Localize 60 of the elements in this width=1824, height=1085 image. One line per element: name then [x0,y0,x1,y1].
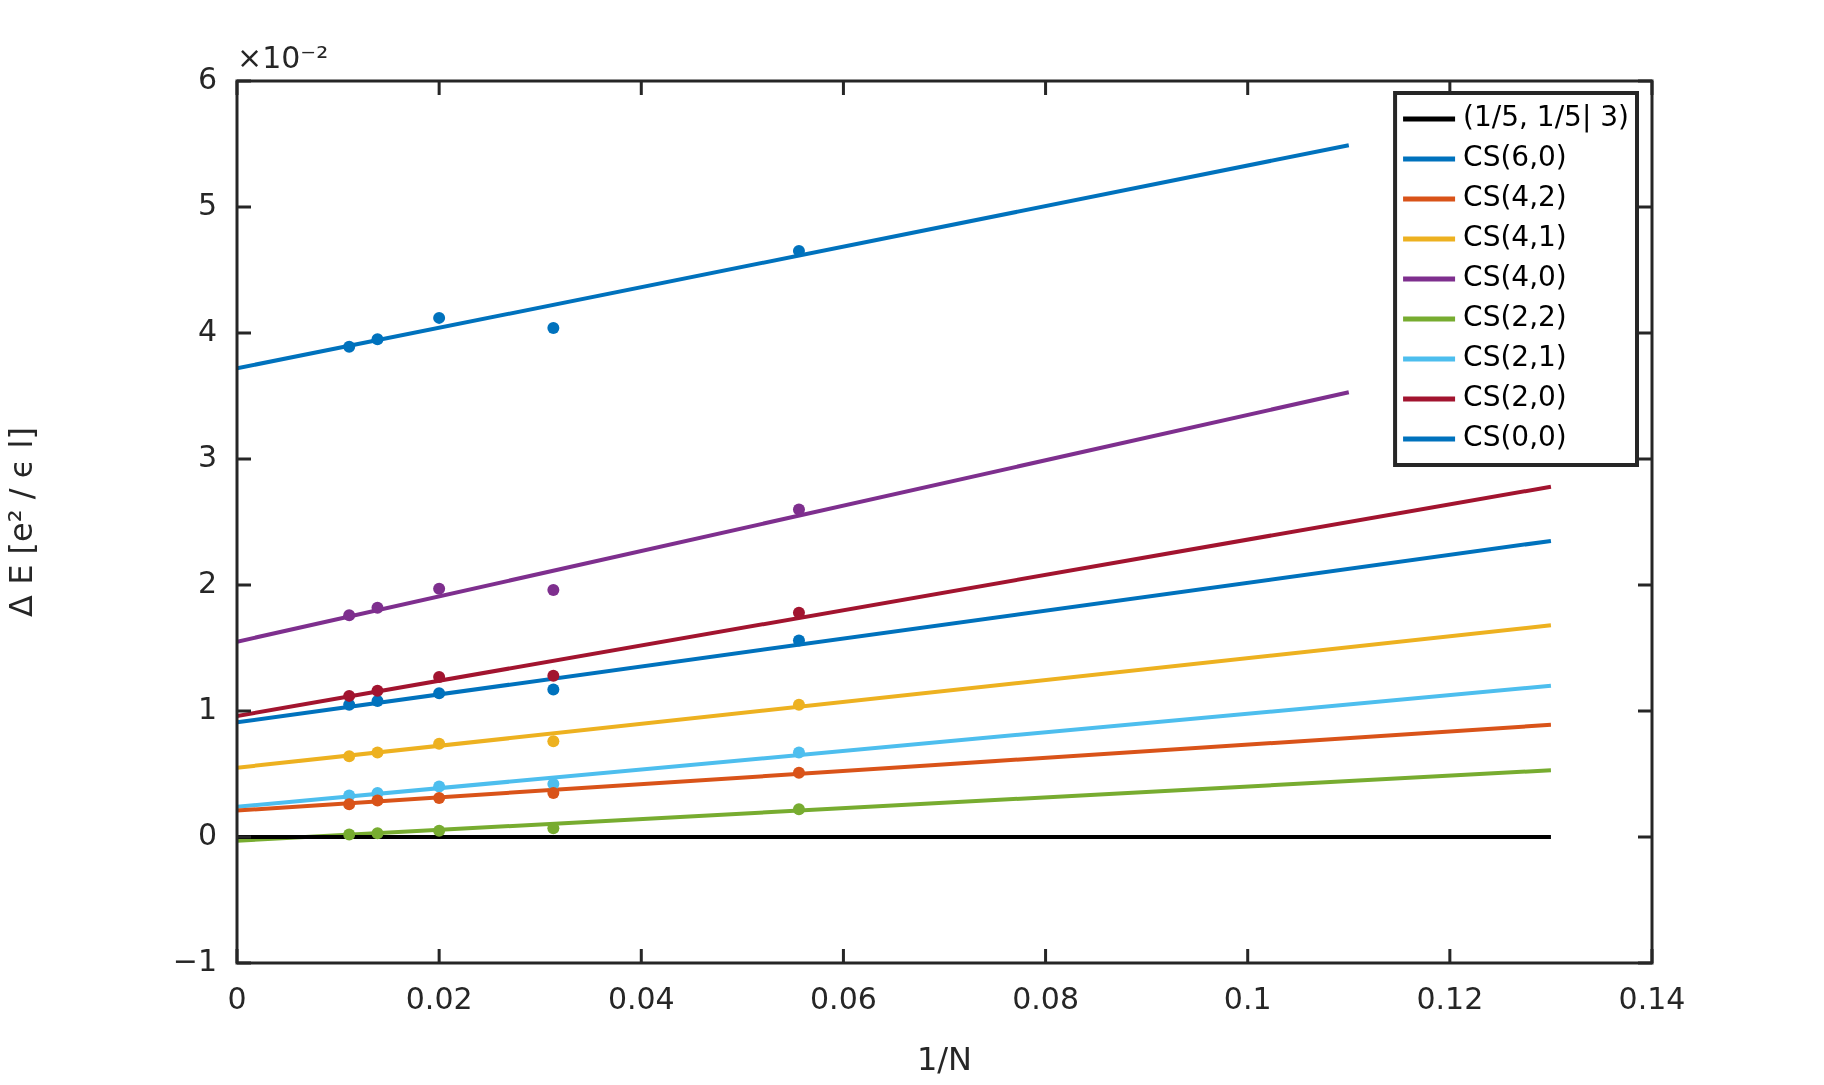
x-tick-label: 0.02 [405,980,473,1016]
point [433,780,446,793]
point [547,735,560,748]
point [792,766,805,779]
point [792,634,805,647]
point [343,609,356,622]
y-tick-label: 2 [197,564,217,600]
legend-label: CS(0,0) [1463,420,1567,454]
point [792,503,805,516]
point [343,828,356,841]
y-tick-label: 5 [197,186,217,222]
y-tick-label: 3 [197,438,217,474]
x-axis-title: 1/N [916,1040,973,1079]
legend-label: CS(2,1) [1463,340,1567,374]
point [371,601,384,614]
point [433,582,446,595]
point [547,584,560,597]
point [371,746,384,759]
point [343,689,356,702]
x-tick-label: 0.12 [1416,980,1484,1016]
point [343,340,356,353]
point [371,794,384,807]
point [433,311,446,324]
point [433,791,446,804]
y-tick-label: 4 [197,312,217,348]
y-axis-title: Δ E [e² / ϵ l] [1,427,40,617]
point [343,798,356,811]
point [792,698,805,711]
point [371,684,384,697]
point [433,687,446,700]
y-tick-label: 1 [197,690,217,726]
x-tick-label: 0.06 [810,980,877,1016]
x-tick-label: 0.04 [607,980,675,1016]
point [433,737,446,750]
legend-label: CS(2,2) [1463,300,1567,334]
point [547,669,560,682]
point [433,670,446,683]
legend-label: (1/5, 1/5| 3) [1463,100,1629,134]
y-tick-label: −1 [172,942,217,978]
point [792,746,805,759]
legend-label: CS(4,1) [1463,220,1567,254]
text: ×10⁻² [237,39,329,75]
point [547,683,560,696]
x-tick-label: 0.08 [1012,980,1079,1016]
point [371,333,384,346]
legend-label: CS(6,0) [1463,140,1567,174]
point [547,786,560,799]
point [792,803,805,816]
legend-label: CS(2,0) [1463,380,1567,414]
point [343,750,356,763]
x-tick-label: 0.1 [1223,980,1272,1016]
point [547,321,560,334]
legend-label: CS(4,2) [1463,180,1567,214]
y-tick-label: 6 [197,60,217,96]
point [371,827,384,840]
x-tick-label: 0.14 [1618,980,1686,1016]
legend-label: CS(4,0) [1463,260,1567,294]
x-tick-label: 0 [227,980,247,1016]
y-tick-label: 0 [197,816,217,852]
point [433,824,446,837]
